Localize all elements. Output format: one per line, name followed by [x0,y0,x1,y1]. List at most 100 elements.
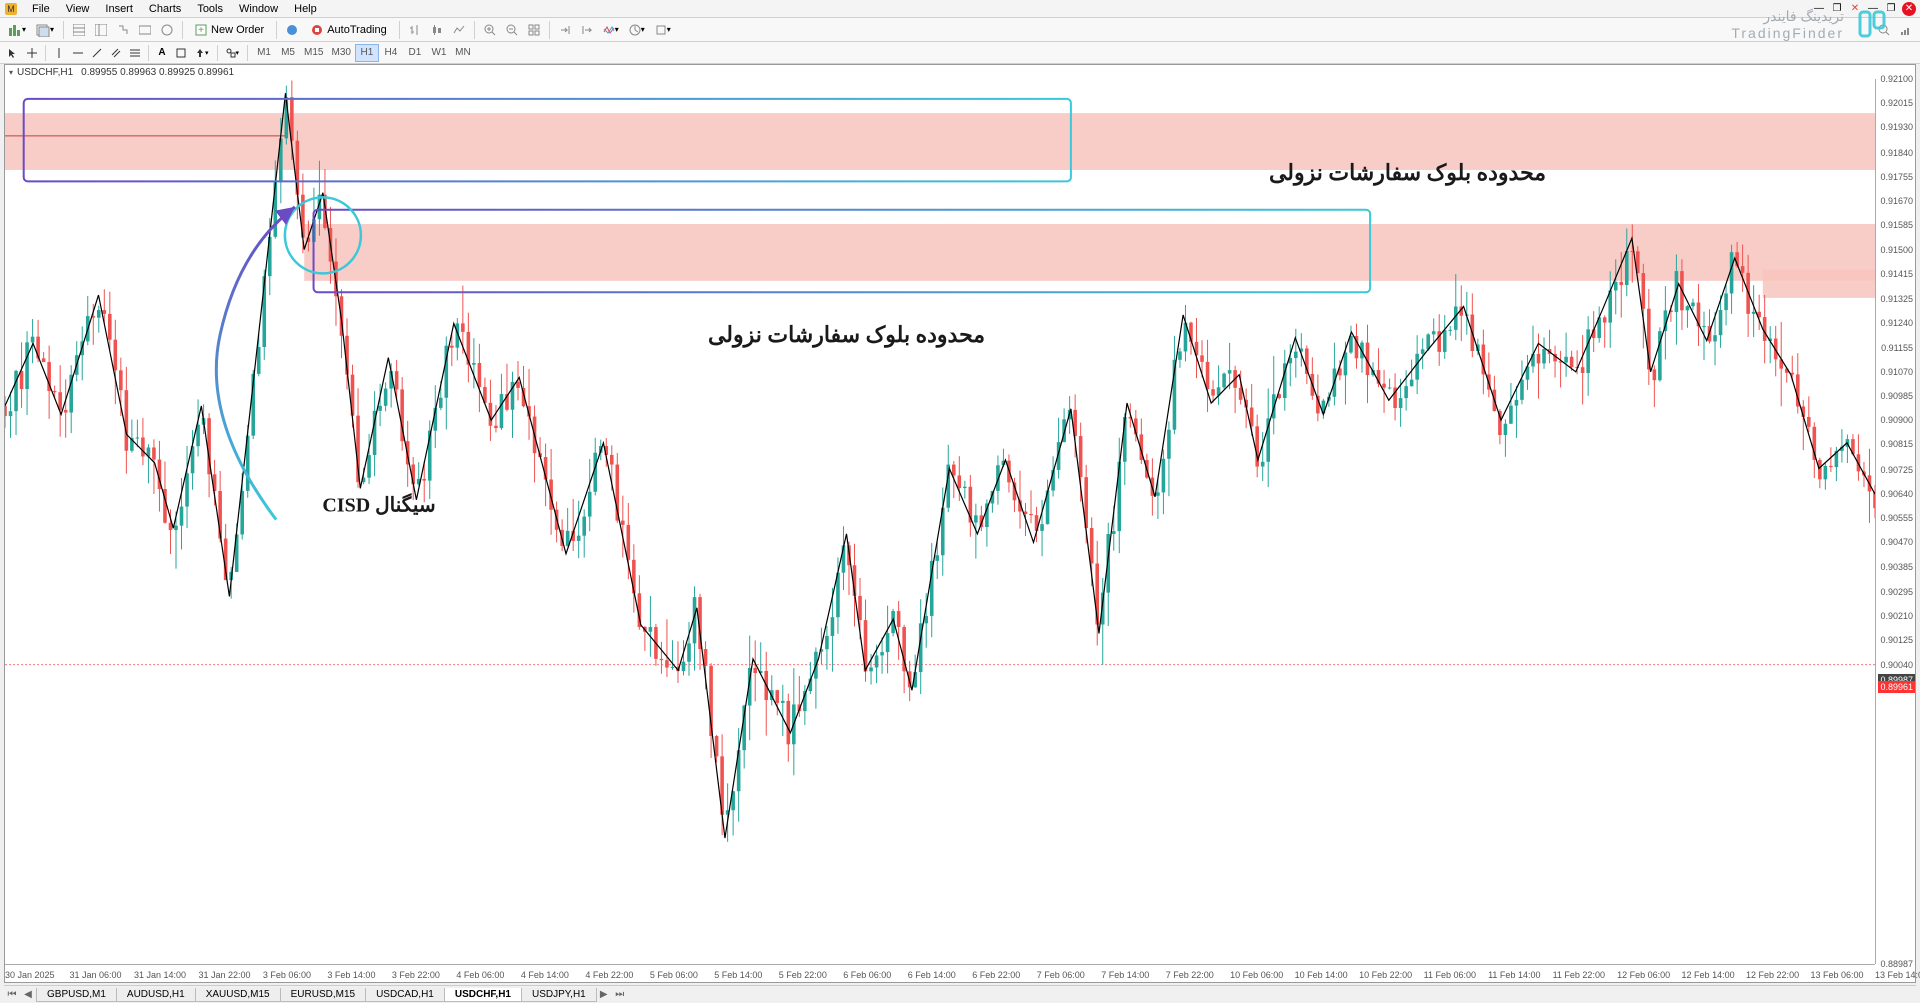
new-order-button[interactable]: +New Order [188,20,271,40]
line-chart-button[interactable] [449,20,469,40]
tab-nav-last[interactable]: ⏭ [612,989,628,1000]
timeframe-m1[interactable]: M1 [252,44,276,62]
price-tick: 0.91325 [1880,294,1913,304]
autoscroll-button[interactable] [555,20,575,40]
menu-insert[interactable]: Insert [97,3,141,15]
cursor-tool[interactable] [4,44,22,62]
tab-nav-prev[interactable]: ◀ [20,989,36,1000]
timeframe-m30[interactable]: M30 [327,44,354,62]
price-tick: 0.90725 [1880,465,1913,475]
chart-tab[interactable]: USDCAD,H1 [365,988,445,1002]
timeframe-m15[interactable]: M15 [300,44,327,62]
price-tick: 0.91070 [1880,367,1913,377]
price-tick: 0.90900 [1880,415,1913,425]
time-tick: 10 Feb 22:00 [1359,970,1412,980]
price-tick: 0.90295 [1880,587,1913,597]
price-tick: 0.90815 [1880,439,1913,449]
bar-chart-button[interactable] [405,20,425,40]
price-tick: 0.92100 [1880,74,1913,84]
text-tool[interactable]: A [153,44,171,62]
terminal-button[interactable] [135,20,155,40]
indicators-button[interactable]: ▾ [599,20,623,40]
price-tick: 0.90040 [1880,660,1913,670]
chart-tab[interactable]: XAUUSD,M15 [195,988,281,1002]
tab-nav-first[interactable]: ⏮ [4,989,20,1000]
time-tick: 5 Feb 06:00 [650,970,698,980]
time-axis: 30 Jan 202531 Jan 06:0031 Jan 14:0031 Ja… [5,964,1875,982]
price-tick: 0.90985 [1880,391,1913,401]
menu-charts[interactable]: Charts [141,3,189,15]
time-tick: 10 Feb 14:00 [1295,970,1348,980]
timeframe-mn[interactable]: MN [451,44,475,62]
autotrading-button[interactable]: AutoTrading [304,20,394,40]
menu-view[interactable]: View [58,3,98,15]
vertical-line-tool[interactable] [50,44,68,62]
timeframe-h1[interactable]: H1 [355,44,379,62]
text-label-tool[interactable] [172,44,190,62]
menu-tools[interactable]: Tools [189,3,231,15]
metaquotes-button[interactable] [282,20,302,40]
price-tick: 0.88987 [1880,959,1913,969]
timeframe-d1[interactable]: D1 [403,44,427,62]
arrows-tool[interactable]: ▾ [191,44,213,62]
current-price-badge: 0.89961 [1878,681,1915,693]
price-tick: 0.90125 [1880,635,1913,645]
chart-shift-button[interactable] [577,20,597,40]
price-tick: 0.91755 [1880,172,1913,182]
strategy-tester-button[interactable] [157,20,177,40]
new-chart-button[interactable]: +▾ [4,20,30,40]
chart-canvas[interactable]: محدوده بلوک سفارشات نزولیمحدوده بلوک سفا… [5,79,1875,964]
templates-button[interactable]: ▾ [651,20,675,40]
objects-tool[interactable]: ▾ [222,44,244,62]
chart-menu-icon[interactable]: ▾ [9,68,13,77]
chart-tab[interactable]: EURUSD,M15 [280,988,366,1002]
time-tick: 31 Jan 06:00 [69,970,121,980]
time-tick: 12 Feb 22:00 [1746,970,1799,980]
chart-tab[interactable]: USDCHF,H1 [444,988,522,1002]
timeframe-h4[interactable]: H4 [379,44,403,62]
watermark-logo: تریدینگ فایندر TradingFinder [1731,6,1890,42]
menu-window[interactable]: Window [231,3,286,15]
tab-nav-next[interactable]: ▶ [596,989,612,1000]
time-tick: 12 Feb 06:00 [1617,970,1670,980]
tile-windows-button[interactable] [524,20,544,40]
connection-status[interactable] [1896,20,1916,40]
menu-help[interactable]: Help [286,3,325,15]
price-axis: 0.921000.920150.919300.918400.917550.916… [1875,79,1915,964]
market-watch-button[interactable] [69,20,89,40]
menu-file[interactable]: File [24,3,58,15]
zoom-in-button[interactable] [480,20,500,40]
chart-tab[interactable]: USDJPY,H1 [521,988,597,1002]
zoom-out-button[interactable] [502,20,522,40]
timeframe-m5[interactable]: M5 [276,44,300,62]
data-window-button[interactable] [91,20,111,40]
periodicity-button[interactable]: ▾ [625,20,649,40]
chart-tab[interactable]: AUDUSD,H1 [116,988,196,1002]
chart-title: ▾ USDCHF,H1 0.89955 0.89963 0.89925 0.89… [9,67,234,78]
timeframe-w1[interactable]: W1 [427,44,451,62]
candle-chart-button[interactable] [427,20,447,40]
inner-close-button[interactable]: ✕ [1902,2,1916,16]
equidistant-channel-tool[interactable] [107,44,125,62]
crosshair-tool[interactable] [23,44,41,62]
price-tick: 0.91585 [1880,220,1913,230]
time-tick: 30 Jan 2025 [5,970,55,980]
profiles-button[interactable]: ▾ [32,20,58,40]
price-tick: 0.91670 [1880,196,1913,206]
fibonacci-tool[interactable] [126,44,144,62]
time-tick: 3 Feb 14:00 [327,970,375,980]
time-tick: 12 Feb 14:00 [1682,970,1735,980]
price-tick: 0.91155 [1881,343,1913,353]
chart-symbol-label: USDCHF,H1 [17,67,73,78]
svg-text:+: + [198,25,204,36]
price-tick: 0.91240 [1880,318,1913,328]
price-tick: 0.92015 [1880,98,1913,108]
navigator-button[interactable] [113,20,133,40]
time-tick: 11 Feb 06:00 [1424,970,1476,980]
time-tick: 31 Jan 14:00 [134,970,186,980]
horizontal-line-tool[interactable] [69,44,87,62]
chart-tab[interactable]: GBPUSD,M1 [36,988,117,1002]
price-tick: 0.90210 [1880,611,1913,621]
trendline-tool[interactable] [88,44,106,62]
time-tick: 7 Feb 14:00 [1101,970,1149,980]
